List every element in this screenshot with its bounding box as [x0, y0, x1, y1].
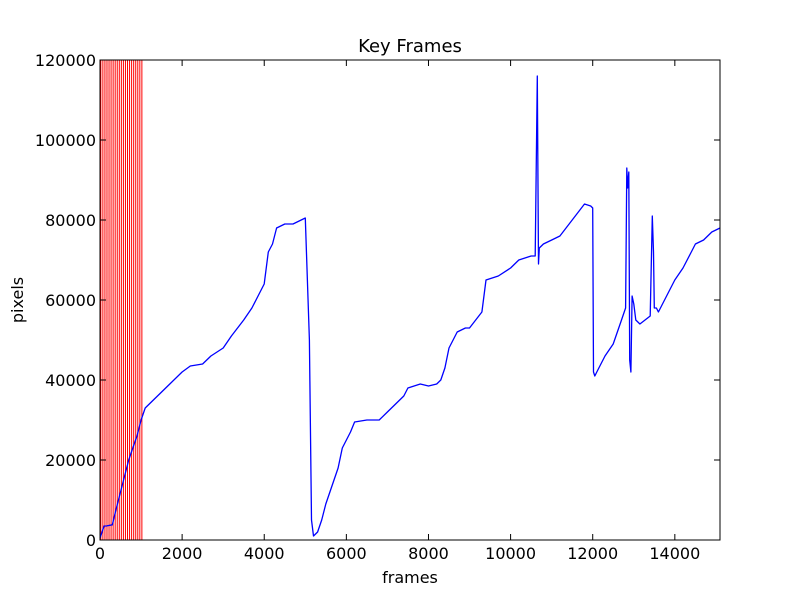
x-tick-label: 10000: [485, 544, 536, 563]
y-tick-label: 40000: [45, 371, 96, 390]
y-tick-label: 20000: [45, 451, 96, 470]
y-tick-label: 80000: [45, 211, 96, 230]
plot-frame: [99, 59, 721, 541]
x-axis-label: frames: [382, 568, 438, 587]
y-tick-label: 60000: [45, 291, 96, 310]
ticks-layer: 0 2000 4000 6000 8000 10000 12000 14000 0 20000 40…: [35, 51, 721, 563]
x-tick-label: 4000: [244, 544, 285, 563]
x-tick-label: 12000: [567, 544, 618, 563]
y-tick-label: 100000: [35, 131, 96, 150]
chart-title: Key Frames: [358, 36, 462, 57]
y-axis-label: pixels: [8, 277, 27, 323]
x-tick-label: 6000: [326, 544, 367, 563]
y-tick-label: 0: [86, 531, 96, 550]
y-tick-label: 120000: [35, 51, 96, 70]
x-tick-label: 0: [95, 544, 105, 563]
series-line: [99, 75, 721, 539]
x-tick-label: 14000: [649, 544, 700, 563]
x-tick-label: 2000: [162, 544, 203, 563]
plot-layer: [99, 60, 721, 540]
x-tick-label: 8000: [408, 544, 449, 563]
